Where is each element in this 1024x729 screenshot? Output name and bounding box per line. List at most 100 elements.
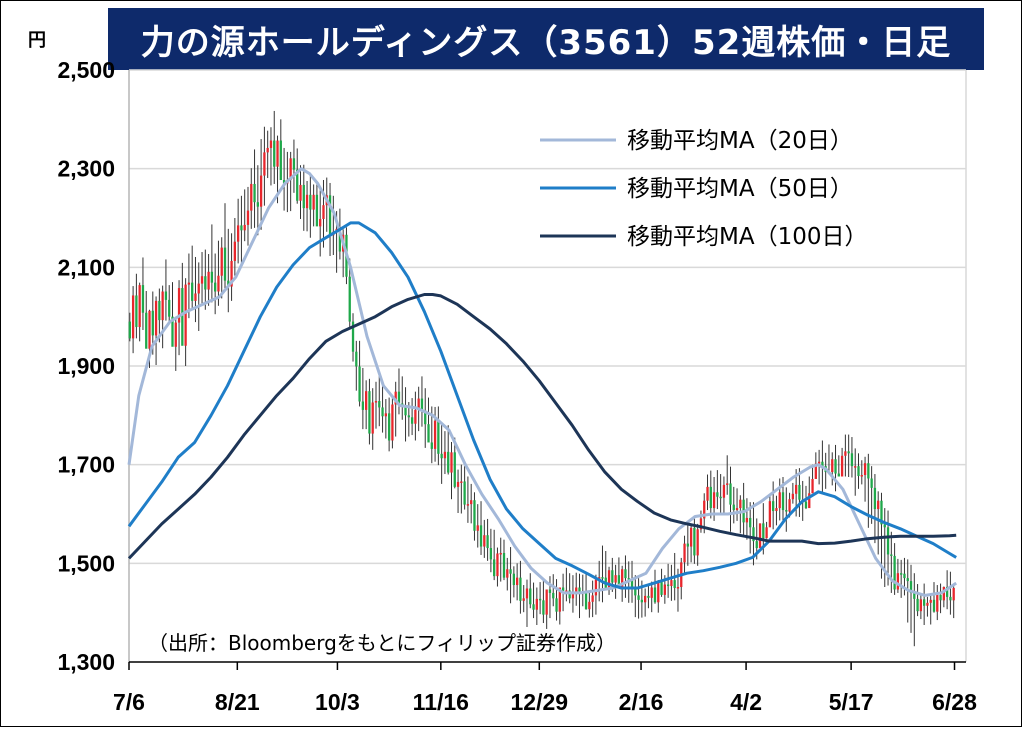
candle xyxy=(926,596,929,617)
candle-body xyxy=(168,299,171,317)
candle xyxy=(473,492,476,541)
candle-body xyxy=(945,587,949,597)
candle xyxy=(401,376,404,420)
candle xyxy=(909,564,913,633)
candle xyxy=(282,147,286,211)
candle xyxy=(351,313,355,362)
candle-body xyxy=(870,478,873,488)
candle xyxy=(269,127,273,186)
candle-body xyxy=(250,183,253,211)
candle-body xyxy=(791,493,795,500)
candle-body xyxy=(932,599,936,612)
candle xyxy=(732,486,735,524)
candle xyxy=(647,584,650,609)
candle xyxy=(565,567,568,602)
candle xyxy=(834,444,837,492)
candle-body xyxy=(515,577,519,586)
candle-body xyxy=(128,321,131,339)
candle xyxy=(250,168,253,229)
candle-body xyxy=(266,147,269,153)
candle-body xyxy=(561,587,565,591)
candle-body xyxy=(279,140,282,181)
candle xyxy=(607,566,611,595)
candle-body xyxy=(361,401,365,410)
candle xyxy=(850,437,854,478)
candle xyxy=(253,149,256,228)
candle xyxy=(233,218,237,276)
candle xyxy=(683,535,686,574)
candle xyxy=(739,495,742,534)
candle xyxy=(870,466,873,524)
candle-body xyxy=(840,455,844,477)
candle xyxy=(181,262,184,346)
candle-body xyxy=(381,407,384,417)
candle xyxy=(378,373,381,427)
candle-body xyxy=(571,591,575,599)
candle-body xyxy=(926,602,929,606)
candle-body xyxy=(453,452,456,487)
y-tick-label: 1,700 xyxy=(57,452,115,478)
candle xyxy=(161,285,164,349)
candle xyxy=(772,481,775,530)
candle-body xyxy=(319,218,322,227)
candle xyxy=(709,470,712,519)
candle xyxy=(916,584,919,617)
candle xyxy=(778,478,781,521)
candle-body xyxy=(296,169,299,201)
candle xyxy=(939,583,942,614)
candle-body xyxy=(269,140,273,148)
candle xyxy=(263,126,266,206)
candle-body xyxy=(588,601,591,610)
candle xyxy=(424,388,427,448)
candle-body xyxy=(486,535,489,549)
candle-body xyxy=(171,316,174,347)
candle xyxy=(877,491,880,555)
candle-body xyxy=(614,575,617,583)
candle-body xyxy=(394,391,397,405)
candle xyxy=(427,397,430,443)
candle-body xyxy=(305,194,309,209)
candle xyxy=(453,437,456,489)
candle-body xyxy=(368,391,371,434)
candle-body xyxy=(417,398,420,410)
candle-body xyxy=(772,501,775,512)
candle xyxy=(686,521,689,566)
candle xyxy=(614,564,617,599)
candle xyxy=(204,249,207,310)
candle-body xyxy=(893,555,896,590)
candle xyxy=(384,399,387,439)
candle-body xyxy=(673,580,676,588)
candle-body xyxy=(236,225,240,242)
candle xyxy=(749,502,752,554)
y-tick-label: 1,500 xyxy=(57,550,115,576)
candle xyxy=(558,587,561,625)
candle-body xyxy=(424,410,427,425)
candle xyxy=(256,165,259,236)
candle xyxy=(171,282,174,347)
candle xyxy=(588,592,591,618)
candle-body xyxy=(817,461,821,464)
x-tick-label: 10/3 xyxy=(315,689,360,715)
candle-body xyxy=(404,405,407,416)
candle-body xyxy=(880,500,883,525)
candle-body xyxy=(397,391,401,404)
x-tick-label: 5/17 xyxy=(829,689,874,715)
candle-body xyxy=(141,285,145,313)
candle xyxy=(542,580,545,624)
candle xyxy=(200,252,204,305)
candle-body xyxy=(253,183,256,203)
candle xyxy=(873,474,877,544)
candle xyxy=(440,422,443,484)
candle xyxy=(890,531,893,593)
candle-body xyxy=(683,543,686,563)
candle xyxy=(266,130,269,179)
candle xyxy=(305,181,309,232)
candle xyxy=(158,288,161,343)
candle-body xyxy=(703,500,706,519)
candle xyxy=(952,586,955,619)
x-tick-label: 2/16 xyxy=(619,689,664,715)
candle-body xyxy=(437,420,440,454)
candle-body xyxy=(637,595,640,600)
candle-body xyxy=(355,351,358,367)
candle-body xyxy=(775,508,778,512)
